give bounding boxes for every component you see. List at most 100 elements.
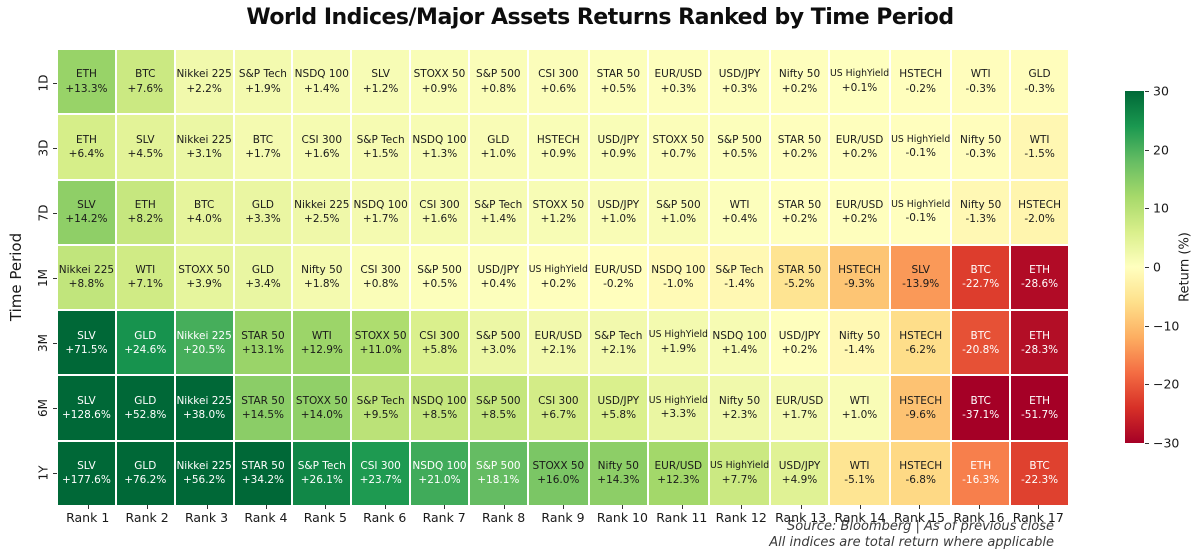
return-value: +8.5% (421, 409, 458, 422)
return-value: +11.0% (359, 343, 402, 356)
heatmap-cell: HSTECH -9.3% (829, 245, 890, 310)
tick-mark (503, 505, 505, 509)
heatmap-cell: EUR/USD -0.2% (589, 245, 647, 310)
return-value: +76.2% (124, 474, 167, 487)
return-value: +128.6% (62, 409, 111, 422)
heatmap-cell: Nifty 50 +14.3% (589, 441, 647, 505)
asset-name: USD/JPY (597, 394, 640, 407)
return-value: +34.2% (241, 474, 285, 487)
heatmap-cell: US HighYield +1.9% (648, 311, 708, 375)
tick-mark (622, 505, 624, 509)
colorbar-tick-label: 20 (1153, 142, 1169, 158)
return-value: -13.9% (902, 278, 940, 291)
heatmap-cell: NSDQ 100 +1.4% (293, 50, 351, 114)
return-value: +1.7% (781, 409, 818, 422)
tick-mark (860, 505, 862, 509)
return-value: -22.3% (1020, 474, 1059, 487)
return-value: +52.8% (124, 409, 167, 422)
y-tick-label-text: 1M (36, 268, 50, 287)
return-value: -2.0% (1024, 213, 1055, 226)
heatmap-cell: STOXX 50 +0.7% (648, 115, 708, 179)
return-value: +71.5% (65, 343, 108, 356)
asset-name: Nikkei 225 (58, 264, 115, 277)
asset-name: USD/JPY (778, 460, 821, 473)
asset-name: STOXX 50 (178, 264, 230, 277)
x-tick-label: Rank 15 (893, 510, 946, 525)
heatmap-cell: SLV +14.2% (58, 180, 115, 244)
asset-name: CSI 300 (419, 199, 460, 212)
asset-name: S&P Tech (297, 460, 346, 473)
return-value: +0.5% (721, 147, 758, 160)
heatmap-cell: STAR 50 +13.1% (234, 311, 292, 375)
heatmap-cell: GLD +3.3% (234, 180, 292, 244)
heatmap-cell: Nikkei 225 +56.2% (175, 441, 233, 505)
heatmap-cell: HSTECH +0.9% (528, 115, 588, 179)
asset-name: NSDQ 100 (712, 329, 767, 342)
asset-name: ETH (970, 460, 992, 473)
x-tick-label: Rank 12 (715, 510, 767, 525)
heatmap-cell: EUR/USD +12.3% (648, 441, 708, 505)
return-value: +6.4% (68, 147, 105, 160)
tick-mark (265, 505, 267, 509)
return-value: +0.2% (781, 343, 818, 356)
asset-name: GLD (1028, 68, 1051, 81)
asset-name: S&P Tech (238, 68, 287, 81)
asset-name: EUR/USD (594, 264, 643, 277)
return-value: +12.9% (300, 343, 343, 356)
asset-name: HSTECH (899, 394, 943, 407)
return-value: +1.2% (362, 82, 399, 95)
chart-title: World Indices/Major Assets Returns Ranke… (246, 5, 954, 30)
asset-name: S&P 500 (476, 329, 521, 342)
asset-name: BTC (970, 264, 991, 277)
tick-mark (800, 505, 802, 509)
heatmap-cell: S&P Tech +9.5% (352, 376, 410, 440)
asset-name: S&P Tech (715, 264, 764, 277)
heatmap-cell: BTC -22.7% (952, 245, 1010, 310)
heatmap-cell: S&P 500 +0.5% (709, 115, 770, 179)
asset-name: STOXX 50 (652, 133, 705, 146)
x-tick-label: Rank 1 (66, 510, 110, 525)
heatmap-cell: Nikkei 225 +2.2% (175, 50, 233, 114)
asset-name: S&P 500 (476, 394, 521, 407)
heatmap-cell: S&P Tech +26.1% (293, 441, 351, 505)
heatmap-cell: Nifty 50 +1.8% (293, 245, 351, 310)
return-value: +0.4% (721, 213, 758, 226)
return-value: +1.6% (421, 213, 458, 226)
return-value: +2.5% (304, 213, 340, 226)
asset-name: US HighYield (829, 68, 890, 80)
return-value: +7.1% (127, 278, 163, 291)
asset-name: US HighYield (528, 264, 588, 276)
asset-name: STOXX 50 (354, 329, 407, 342)
asset-name: GLD (251, 199, 274, 212)
asset-name: GLD (134, 394, 157, 407)
return-value: -0.1% (905, 147, 936, 160)
heatmap-cell: WTI +12.9% (293, 311, 351, 375)
return-value: +3.9% (186, 278, 222, 291)
return-value: -20.8% (962, 343, 1000, 356)
asset-name: CSI 300 (301, 133, 343, 146)
return-value: -0.2% (905, 82, 936, 95)
return-value: -0.3% (1024, 82, 1055, 95)
asset-name: HSTECH (899, 329, 943, 342)
return-value: +0.9% (600, 147, 637, 160)
asset-name: ETH (1029, 264, 1051, 277)
y-axis-label: Time Period (7, 232, 25, 322)
asset-name: CSI 300 (360, 460, 401, 473)
asset-name: NSDQ 100 (412, 133, 467, 146)
asset-name: Nifty 50 (778, 68, 821, 81)
asset-name: S&P Tech (356, 133, 405, 146)
asset-name: US HighYield (891, 198, 951, 210)
asset-name: STAR 50 (596, 68, 641, 81)
heatmap-cell: CSI 300 +0.8% (352, 245, 410, 310)
asset-name: SLV (135, 133, 155, 146)
heatmap-cell: US HighYield +7.7% (709, 441, 770, 505)
return-value: +0.9% (540, 147, 577, 160)
heatmap-cell: Nikkei 225 +38.0% (175, 376, 233, 440)
asset-name: S&P 500 (717, 133, 762, 146)
heatmap-cell: Nifty 50 +0.2% (771, 50, 828, 114)
asset-name: Nikkei 225 (176, 329, 232, 342)
colorbar-gradient (1125, 91, 1144, 443)
heatmap-cell: S&P Tech -1.4% (709, 245, 770, 310)
return-value: +1.0% (480, 147, 517, 160)
heatmap-cell: NSDQ 100 +21.0% (411, 441, 468, 505)
